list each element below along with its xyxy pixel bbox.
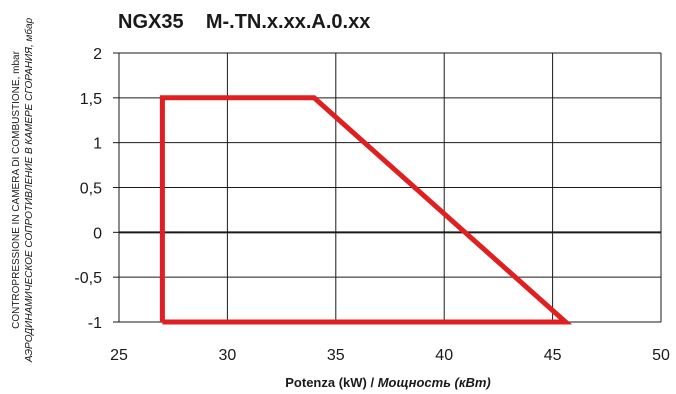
y-tick-label: 0 [93,225,102,242]
series-line-0 [159,95,573,325]
y-tick-label: 1 [93,136,102,153]
y-tick-label: -1 [88,315,102,332]
series-layer [159,95,573,325]
x-tick-label: 35 [327,347,345,364]
y-tick-labels: 2 1,5 1 0,5 0 -0,5 -1 [74,46,102,332]
x-axis-label-main: Potenza (kW) / [285,375,377,390]
x-axis-label: Potenza (kW) / Мощность (кВт) [285,375,491,390]
y-axis-label-russian: АЭРОДИНАМИЧЕСКОЕ СОПРОТИВЛЕНИЕ В КАМЕРЕ … [23,17,35,363]
x-tick-label: 30 [219,347,237,364]
chart-title: NGX35 M-.TN.x.xx.A.0.xx [118,11,370,33]
x-axis-label-italic: Мощность (кВт) [378,375,491,390]
x-tick-label: 25 [110,347,128,364]
y-tick-label: 0,5 [80,181,102,198]
y-axis-label-italian: CONTROPRESSIONE IN CAMERA DI COMBUSTIONE… [11,50,22,328]
y-tick-label: 2 [93,46,102,63]
y-tick-label: -0,5 [74,270,102,287]
x-tick-label: 45 [544,347,562,364]
x-tick-label: 40 [435,347,453,364]
x-tick-labels: 25 30 35 40 45 50 [110,347,670,364]
y-tick-label: 1,5 [80,91,102,108]
x-tick-label: 50 [652,347,670,364]
grid [118,52,662,323]
